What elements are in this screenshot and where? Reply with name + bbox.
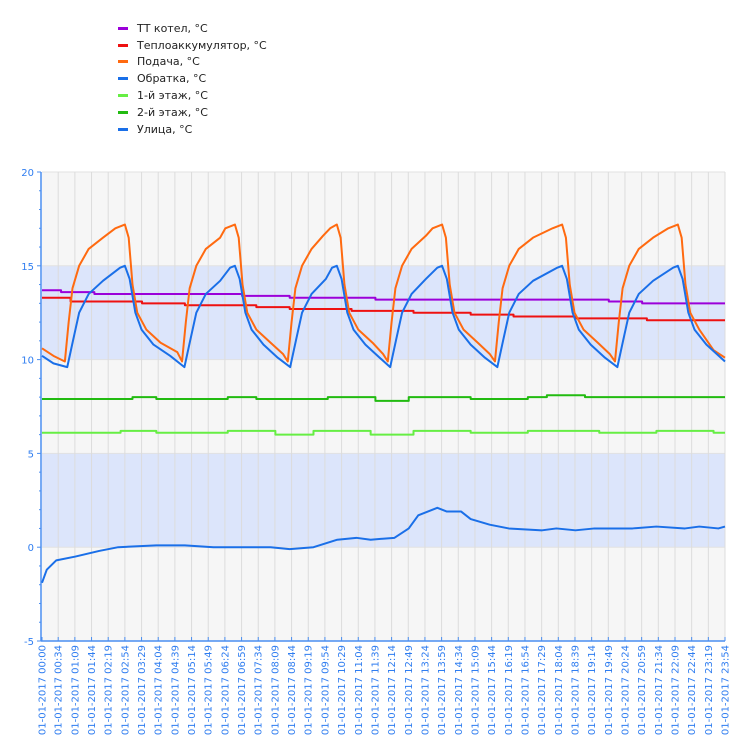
x-tick-label: 01-01-2017 02:19 [104, 645, 115, 735]
plot-background [42, 172, 725, 641]
x-tick-label: 01-01-2017 04:39 [170, 645, 181, 735]
x-tick-label: 01-01-2017 20:24 [620, 645, 631, 735]
x-tick-label: 01-01-2017 09:19 [304, 645, 315, 735]
series-line-6 [42, 394, 725, 402]
legend-swatch [118, 26, 128, 30]
x-tick-label: 01-01-2017 22:09 [670, 645, 681, 735]
x-tick-label: 01-01-2017 15:09 [470, 645, 481, 735]
x-tick-label: 01-01-2017 14:34 [454, 645, 465, 735]
x-tick-label: 01-01-2017 02:54 [120, 645, 131, 735]
legend-swatch [118, 94, 128, 98]
legend-swatch [118, 127, 128, 131]
x-tick-label: 01-01-2017 13:59 [437, 645, 448, 735]
x-tick-label: 01-01-2017 06:59 [237, 645, 248, 735]
legend-item: Теплоаккумулятор, °C [118, 37, 267, 54]
series-line-3 [41, 223, 726, 363]
legend-label: Подача, °C [137, 55, 200, 69]
x-tick-label: 01-01-2017 12:49 [404, 645, 415, 735]
series-line-1 [42, 289, 725, 305]
x-tick-label: 01-01-2017 05:14 [187, 645, 198, 735]
x-tick-label: 01-01-2017 23:54 [721, 645, 732, 735]
legend-label: Теплоаккумулятор, °C [137, 38, 267, 52]
x-tick-label: 01-01-2017 05:49 [204, 645, 215, 735]
x-tick-label: 01-01-2017 08:09 [270, 645, 281, 735]
legend-item: Улица, °C [118, 121, 267, 138]
x-tick-label: 01-01-2017 08:44 [287, 645, 298, 735]
series-line-2 [42, 296, 725, 322]
series-line-7 [41, 506, 726, 584]
x-tick-label: 01-01-2017 21:34 [654, 645, 665, 735]
x-tick-label: 01-01-2017 01:09 [70, 645, 81, 735]
series-line-5 [42, 429, 725, 436]
x-tick-label: 01-01-2017 11:04 [354, 645, 365, 735]
plot-band [42, 453, 725, 548]
x-tick-label: 01-01-2017 19:14 [587, 645, 598, 735]
x-tick-label: 01-01-2017 06:24 [220, 645, 231, 735]
legend-swatch [118, 77, 128, 81]
x-tick-label: 01-01-2017 18:39 [570, 645, 581, 735]
x-tick-label: 01-01-2017 09:54 [320, 645, 331, 735]
y-tick-label: 20 [21, 168, 34, 179]
y-tick-label: 5 [28, 449, 34, 460]
x-tick-label: 01-01-2017 01:44 [87, 645, 98, 735]
legend-item: ТТ котел, °C [118, 20, 267, 37]
x-tick-label: 01-01-2017 16:54 [520, 645, 531, 735]
x-tick-label: 01-01-2017 22:44 [687, 645, 698, 735]
y-tick-label: 10 [21, 356, 34, 367]
y-tick-label: 15 [21, 262, 34, 273]
x-tick-label: 01-01-2017 15:44 [487, 645, 498, 735]
x-tick-label: 01-01-2017 23:19 [704, 645, 715, 735]
legend-swatch [118, 43, 128, 47]
x-tick-label: 01-01-2017 18:04 [554, 645, 565, 735]
legend-label: ТТ котел, °C [137, 21, 208, 35]
legend-label: 1-й этаж, °C [137, 89, 208, 103]
legend-label: Обратка, °C [137, 72, 207, 86]
legend: ТТ котел, °C Теплоаккумулятор, °C Подача, … [118, 20, 267, 138]
x-tick-label: 01-01-2017 19:49 [604, 645, 615, 735]
legend-item: 2-й этаж, °C [118, 104, 267, 121]
x-tick-label: 01-01-2017 03:29 [137, 645, 148, 735]
legend-swatch [118, 110, 128, 114]
x-tick-label: 01-01-2017 00:34 [54, 645, 65, 735]
x-tick-label: 01-01-2017 17:29 [537, 645, 548, 735]
legend-label: Улица, °C [137, 122, 193, 136]
legend-item: Подача, °C [118, 54, 267, 71]
legend-swatch [118, 60, 128, 64]
plot-band [42, 265, 725, 360]
x-tick-label: 01-01-2017 13:24 [420, 645, 431, 735]
x-tick-label: 01-01-2017 10:29 [337, 645, 348, 735]
legend-item: Обратка, °C [118, 70, 267, 87]
series-line-4 [41, 264, 726, 369]
x-tick-label: 01-01-2017 11:39 [370, 645, 381, 735]
y-tick-label: 0 [28, 543, 34, 554]
x-tick-label: 01-01-2017 07:34 [254, 645, 265, 735]
legend-label: 2-й этаж, °C [137, 105, 208, 119]
legend-item: 1-й этаж, °C [118, 87, 267, 104]
x-tick-label: 01-01-2017 20:59 [637, 645, 648, 735]
x-tick-label: 01-01-2017 04:04 [154, 645, 165, 735]
y-tick-label: -5 [24, 637, 34, 648]
x-tick-label: 01-01-2017 00:00 [38, 645, 49, 735]
x-tick-label: 01-01-2017 12:14 [387, 645, 398, 735]
x-tick-label: 01-01-2017 16:19 [504, 645, 515, 735]
